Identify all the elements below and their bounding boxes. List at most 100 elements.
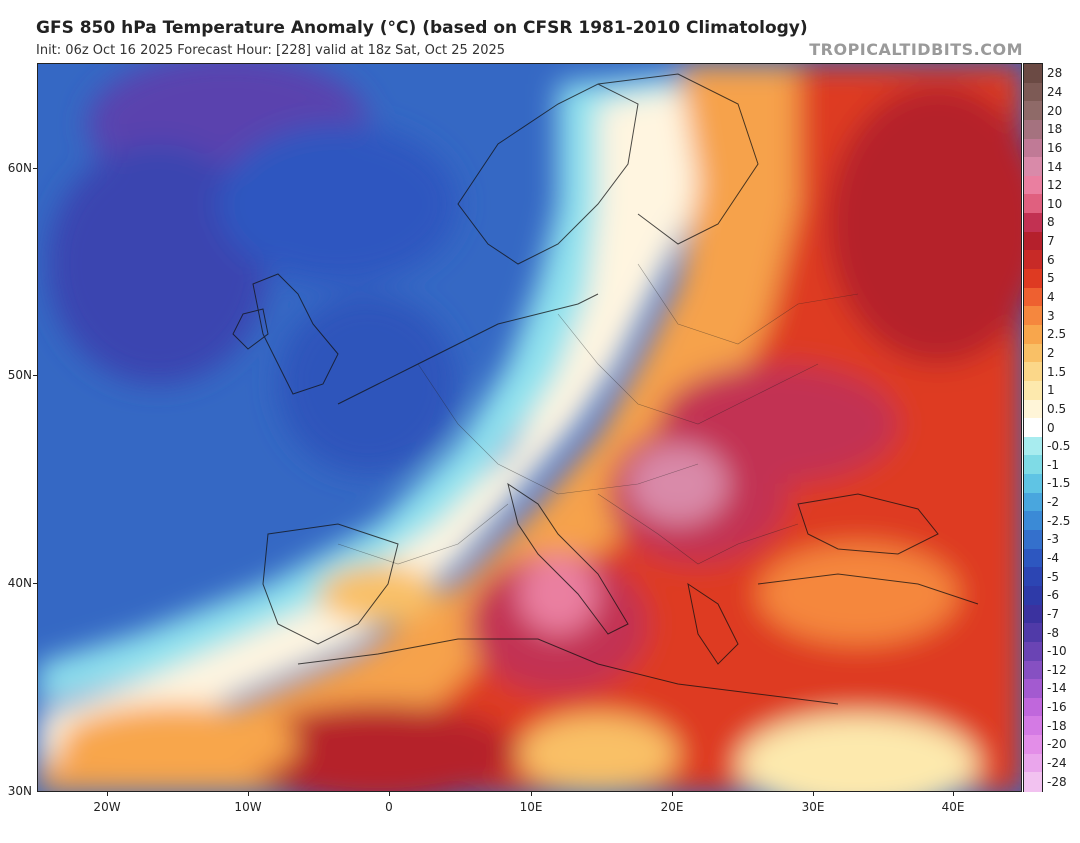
lat-tick [33,583,37,584]
colorbar-swatch [1024,418,1042,438]
lon-label-10w: 10W [234,800,262,814]
colorbar [1023,63,1043,792]
colorbar-label: -5 [1047,569,1059,584]
colorbar-swatch [1024,716,1042,736]
colorbar-swatch [1024,641,1042,662]
anomaly-map[interactable] [37,63,1022,792]
lon-label-20e: 20E [660,800,684,814]
colorbar-swatch [1024,567,1042,587]
colorbar-label: 4 [1047,290,1055,304]
map-subtitle: Init: 06z Oct 16 2025 Forecast Hour: [22… [36,43,506,58]
colorbar-label: -18 [1047,718,1067,733]
colorbar-label: 8 [1047,215,1055,230]
colorbar-label: 1.5 [1047,364,1067,379]
colorbar-label: 7 [1047,234,1055,249]
colorbar-swatch [1024,287,1042,307]
colorbar-label: -14 [1047,681,1067,696]
colorbar-swatch [1024,119,1042,140]
lon-tick [248,792,249,796]
colorbar-label: -7 [1047,606,1059,621]
colorbar-label: -16 [1047,700,1067,715]
map-title: GFS 850 hPa Temperature Anomaly (°C) (ba… [36,18,808,38]
colorbar-label: -12 [1047,662,1067,677]
lon-tick [389,792,390,796]
colorbar-swatch [1024,250,1042,270]
colorbar-label: 0 [1047,420,1055,435]
colorbar-swatch [1024,324,1042,345]
lon-tick [531,792,532,796]
colorbar-swatch [1024,474,1042,494]
colorbar-label: 1 [1047,383,1055,398]
colorbar-swatch [1024,604,1042,624]
lat-tick [33,168,37,169]
lat-label-40n: 40N [7,576,32,590]
colorbar-swatch [1024,530,1042,550]
colorbar-label: -2 [1047,495,1059,510]
colorbar-label: -28 [1047,774,1067,789]
colorbar-label: -6 [1047,588,1059,603]
colorbar-swatch [1024,772,1042,792]
lon-label-0: 0 [385,800,393,814]
colorbar-label: 10 [1047,196,1063,211]
colorbar-label: -24 [1047,756,1067,771]
colorbar-label: 12 [1047,178,1063,193]
colorbar-label: -2.5 [1047,513,1071,528]
colorbar-swatch [1024,138,1042,158]
colorbar-swatch [1024,343,1042,363]
colorbar-swatch [1024,64,1042,84]
colorbar-swatch [1024,679,1042,699]
colorbar-swatch [1024,735,1042,755]
colorbar-swatch [1024,194,1042,214]
colorbar-swatch [1024,753,1042,773]
colorbar-swatch [1024,231,1042,251]
lat-label-50n: 50N [7,368,32,382]
colorbar-label: 20 [1047,103,1063,118]
colorbar-label: -1 [1047,457,1059,472]
lat-label-60n: 60N [7,161,32,175]
lat-tick [33,375,37,376]
lon-label-40e: 40E [941,800,965,814]
colorbar-swatch [1024,101,1042,121]
lon-tick [813,792,814,796]
lon-tick [672,792,673,796]
colorbar-swatch [1024,269,1042,289]
colorbar-swatch [1024,697,1042,718]
colorbar-label: 2.5 [1047,327,1067,342]
colorbar-label: -8 [1047,625,1059,640]
colorbar-label: -4 [1047,550,1059,565]
colorbar-swatch [1024,548,1042,568]
colorbar-swatch [1024,157,1042,177]
colorbar-label: -1.5 [1047,476,1071,491]
colorbar-swatch [1024,399,1042,419]
colorbar-swatch [1024,82,1042,102]
colorbar-swatch [1024,362,1042,382]
colorbar-swatch [1024,436,1042,457]
lat-label-30n: 30N [7,784,32,798]
lon-label-30e: 30E [801,800,825,814]
lon-label-20w: 20W [93,800,121,814]
colorbar-label: 5 [1047,271,1055,286]
colorbar-swatch [1024,213,1042,233]
colorbar-swatch [1024,585,1042,606]
colorbar-label: -0.5 [1047,439,1071,454]
lon-tick [953,792,954,796]
lon-tick [107,792,108,796]
colorbar-label: 16 [1047,140,1063,155]
colorbar-swatch [1024,175,1042,196]
colorbar-label: -20 [1047,737,1067,752]
colorbar-label: 3 [1047,308,1055,323]
colorbar-swatch [1024,455,1042,475]
colorbar-label: 6 [1047,252,1055,267]
colorbar-swatch [1024,660,1042,680]
colorbar-label: 14 [1047,159,1063,174]
colorbar-swatch [1024,306,1042,326]
colorbar-label: -3 [1047,532,1059,547]
colorbar-swatch [1024,623,1042,643]
colorbar-label: 0.5 [1047,401,1067,416]
colorbar-label: -10 [1047,644,1067,659]
colorbar-swatch [1024,492,1042,512]
brand-watermark: TROPICALTIDBITS.COM [809,40,1023,59]
colorbar-swatch [1024,511,1042,531]
colorbar-label: 18 [1047,122,1063,137]
colorbar-label: 24 [1047,84,1063,99]
